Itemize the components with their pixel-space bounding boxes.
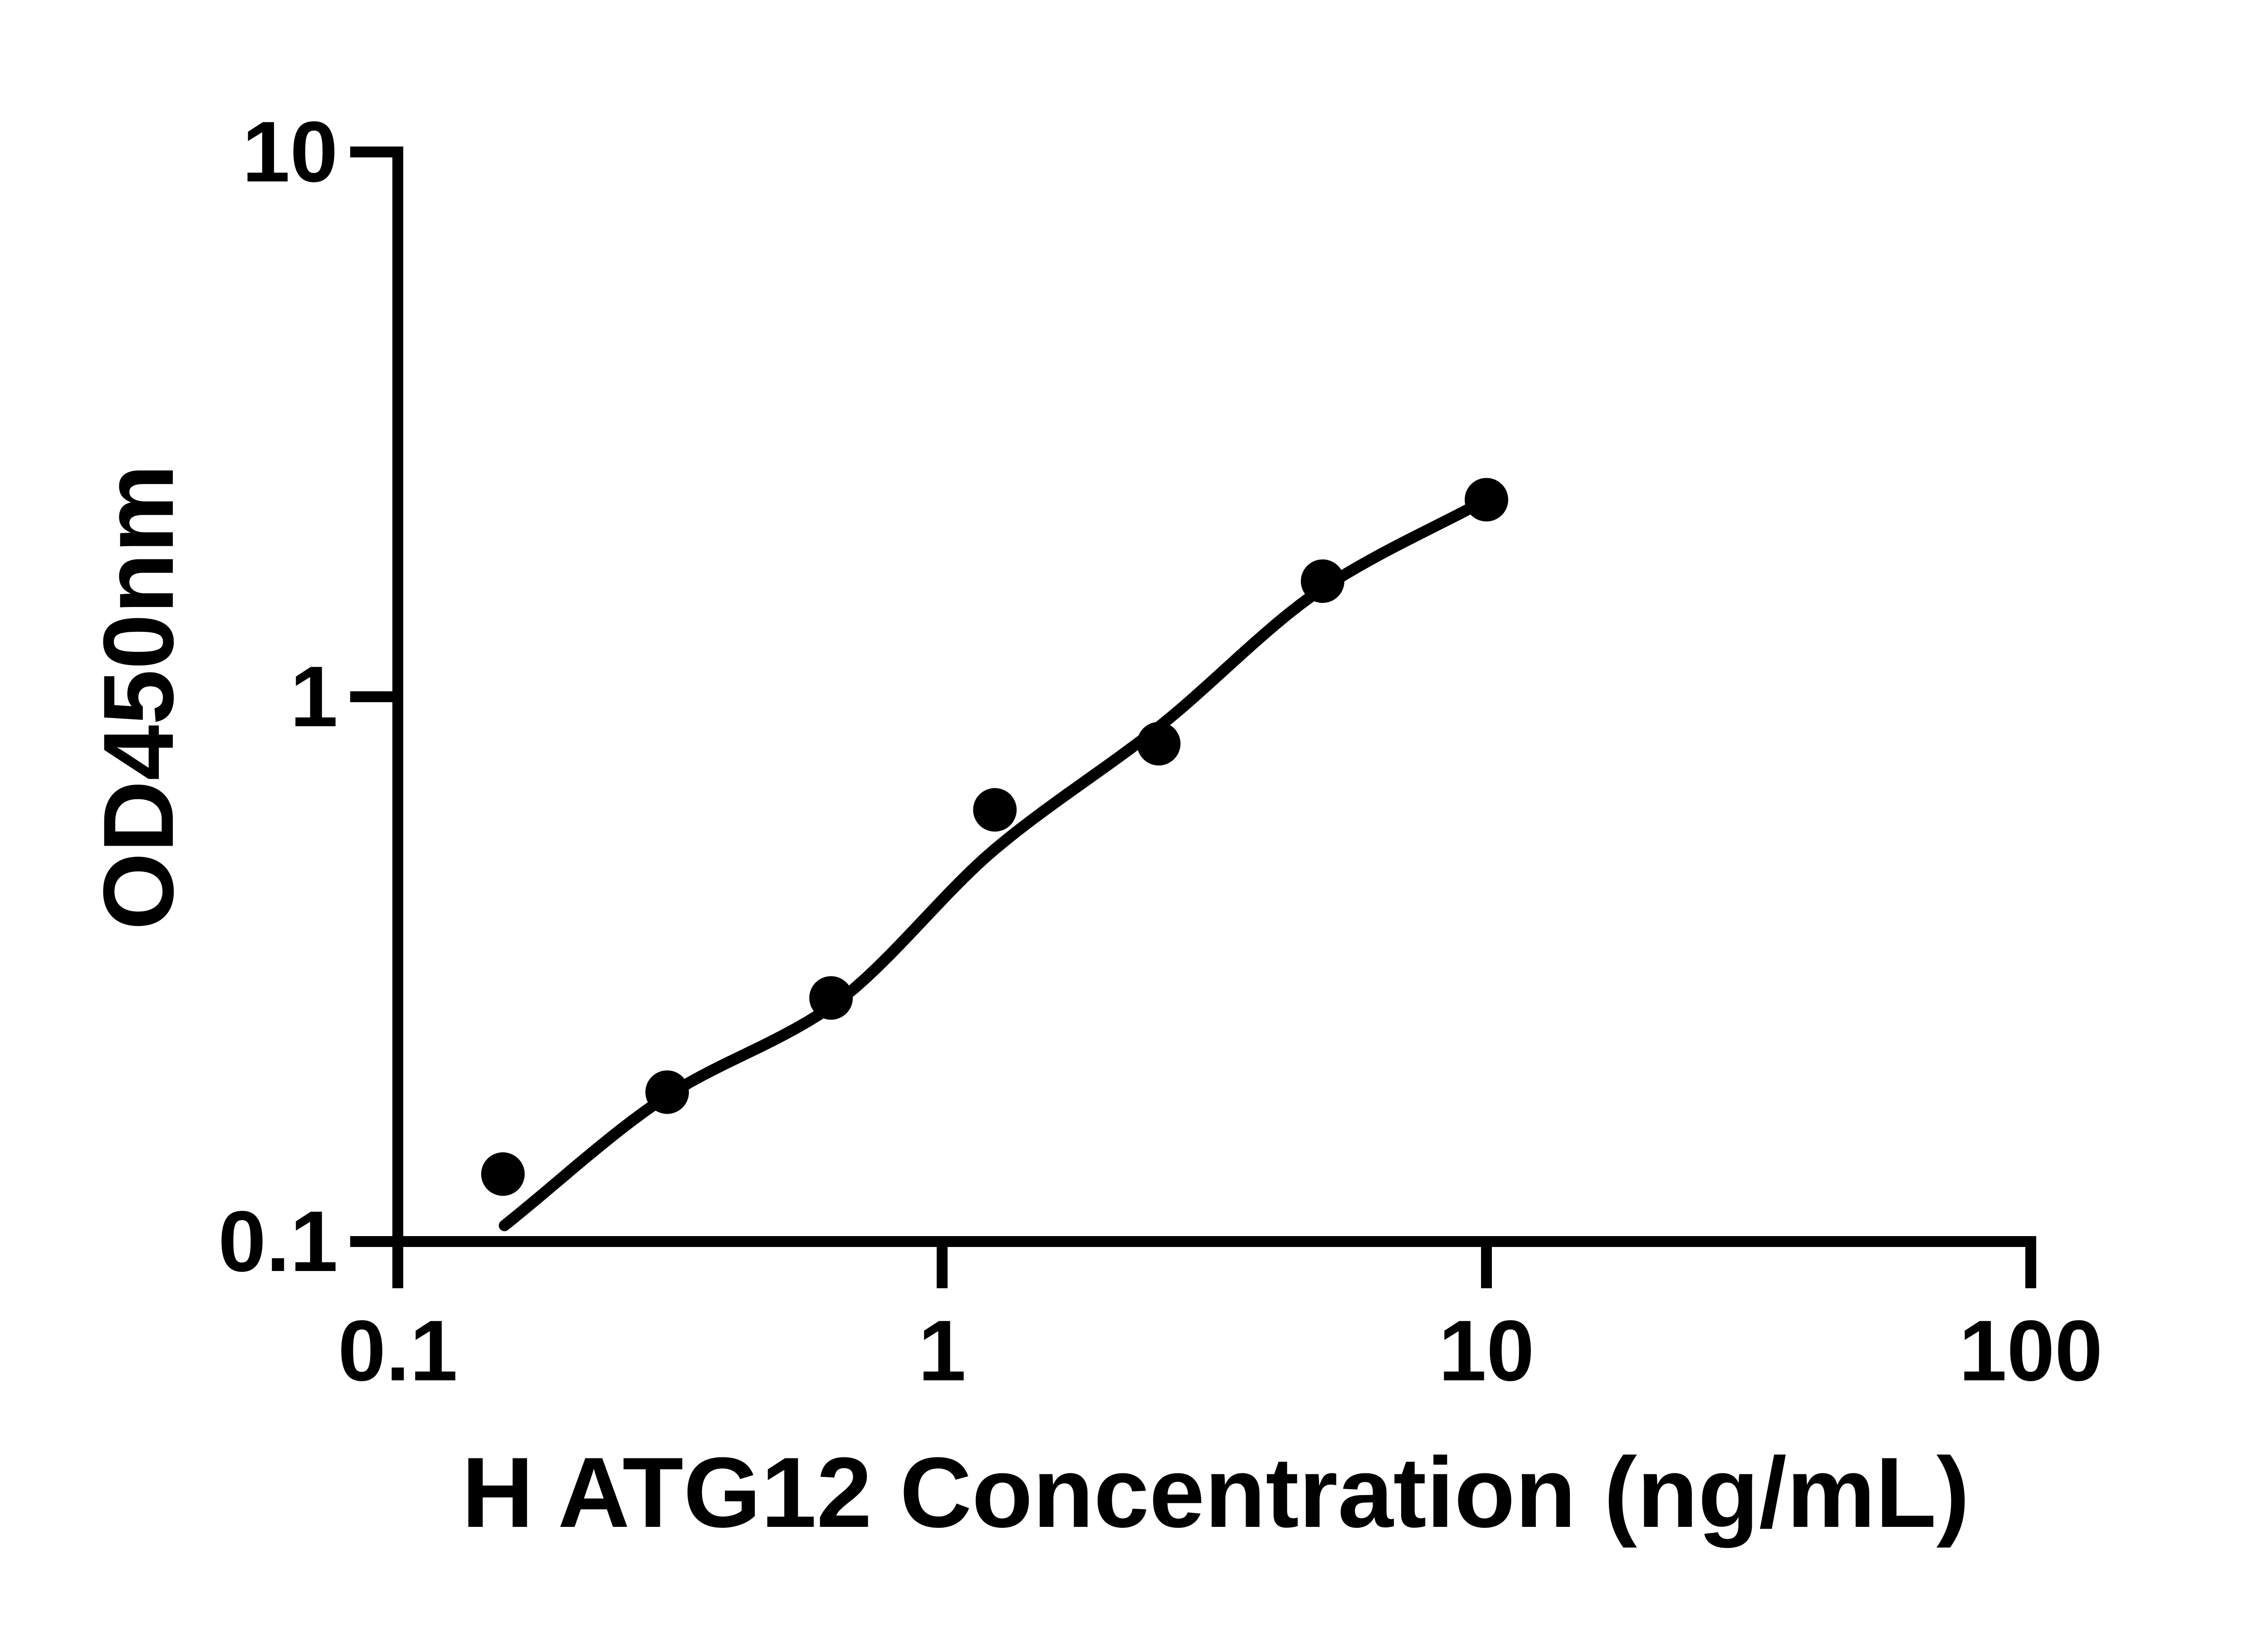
y-tick-label: 10 xyxy=(242,104,338,200)
x-tick-label: 100 xyxy=(1959,1303,2102,1399)
x-tick-label: 1 xyxy=(918,1303,966,1399)
data-point xyxy=(481,1152,525,1196)
y-tick-label: 0.1 xyxy=(218,1193,338,1290)
axis-spines xyxy=(392,147,2036,1247)
data-point xyxy=(973,788,1017,832)
y-axis-title: OD450nm xyxy=(83,464,194,930)
fit-curve-path xyxy=(499,494,1492,1232)
x-tick-label: 10 xyxy=(1438,1303,1534,1399)
data-point xyxy=(1465,478,1508,522)
data-point xyxy=(1300,559,1344,603)
x-tick-label: 0.1 xyxy=(338,1303,458,1399)
data-point xyxy=(645,1070,689,1114)
data-point xyxy=(1137,722,1181,766)
data-point xyxy=(809,976,853,1020)
y-tick-label: 1 xyxy=(290,649,338,745)
x-axis-title: H ATG12 Concentration (ng/mL) xyxy=(461,1437,1970,1548)
